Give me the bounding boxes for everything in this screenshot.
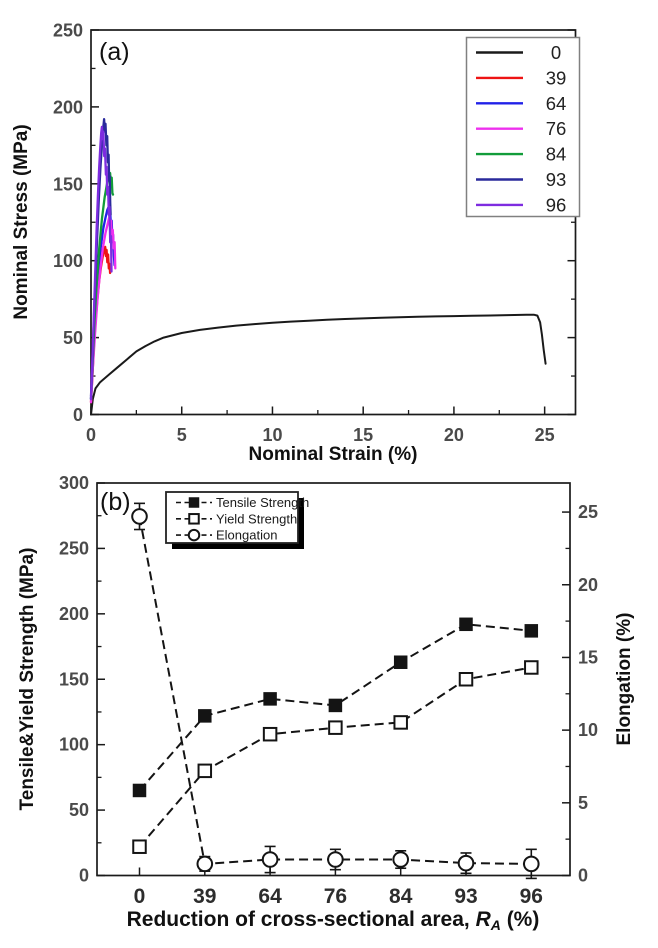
y-tick-label: 250: [53, 21, 83, 41]
right-y-tick-label: 5: [578, 793, 588, 813]
panel-a-x-axis-title: Nominal Strain (%): [249, 444, 418, 465]
marker-filled-square: [459, 617, 473, 632]
panel-b-label: (b): [100, 488, 131, 516]
panel-b-left-y-axis-title: Tensile&Yield Strength (MPa): [17, 548, 38, 811]
x-tick-label: 0: [86, 425, 96, 445]
marker-open-square: [132, 839, 147, 854]
marker-filled-square: [524, 624, 539, 638]
marker-open-circle: [187, 528, 201, 542]
marker-open-square: [524, 660, 539, 675]
x-tick-label: 25: [535, 425, 555, 445]
x-category-label: 76: [324, 885, 347, 908]
panel-a-label: (a): [99, 38, 130, 66]
x-title-symbol: R: [476, 908, 492, 931]
x-category-label: 64: [258, 885, 282, 908]
left-y-tick-label: 150: [59, 669, 89, 689]
marker-open-circle: [457, 854, 475, 872]
right-y-tick-label: 20: [578, 575, 598, 595]
x-tick-label: 20: [444, 425, 464, 445]
x-tick-label: 15: [353, 425, 373, 445]
legend-label-0: 0: [551, 42, 561, 63]
marker-filled-square: [198, 709, 212, 723]
curve-series-0: [90, 313, 547, 416]
x-tick-label: 10: [262, 425, 282, 445]
x-title-suffix: (%): [501, 908, 540, 931]
left-y-tick-label: 0: [79, 866, 89, 886]
panel-a-y-axis-title: Nominal Stress (MPa): [11, 124, 32, 319]
legend-label-2: Elongation: [216, 528, 277, 543]
marker-open-square: [197, 763, 213, 779]
left-y-tick-label: 250: [59, 538, 89, 558]
x-title-subscript: A: [490, 917, 501, 933]
x-category-label: 39: [193, 885, 216, 908]
left-y-tick-label: 300: [59, 473, 89, 493]
marker-open-square: [188, 513, 200, 525]
marker-filled-square: [188, 497, 200, 508]
marker-open-circle: [131, 508, 148, 525]
x-category-label: 93: [454, 885, 477, 908]
marker-filled-square: [132, 783, 147, 798]
panel-a-legend: 0 39 64 76 84 93 96: [465, 36, 581, 218]
left-y-tick-label: 100: [59, 735, 89, 755]
marker-open-circle: [392, 851, 410, 868]
marker-open-circle: [327, 851, 344, 868]
marker-open-circle: [196, 855, 214, 873]
curve-series-96: [89, 125, 113, 401]
y-tick-label: 200: [53, 97, 83, 117]
y-tick-label: 100: [53, 251, 83, 271]
marker-open-circle: [523, 855, 540, 873]
right-y-tick-label: 15: [578, 647, 598, 667]
x-category-label: 84: [389, 885, 413, 908]
legend-label-96: 96: [546, 194, 567, 215]
marker-open-square: [328, 720, 343, 735]
y-tick-label: 150: [53, 174, 83, 194]
legend-label-64: 64: [546, 93, 567, 114]
marker-open-square: [262, 726, 278, 742]
x-category-label: 96: [520, 885, 543, 908]
panel-b-right-y-axis-title: Elongation (%): [614, 613, 635, 746]
right-y-tick-label: 10: [578, 720, 598, 740]
legend-label-0: Tensile Strength: [216, 495, 309, 510]
legend-label-93: 93: [546, 169, 567, 190]
left-y-tick-label: 50: [69, 800, 89, 820]
legend-label-39: 39: [546, 67, 567, 88]
marker-filled-square: [328, 698, 343, 713]
panel-b-x-axis-title: Reduction of cross-sectional area, RA (%…: [127, 908, 540, 933]
series-line-open-circle: [138, 516, 532, 865]
marker-open-square: [458, 672, 474, 687]
legend-label-76: 76: [546, 118, 567, 139]
marker-filled-square: [393, 655, 408, 669]
legend-box: [465, 36, 581, 218]
marker-open-circle: [261, 851, 279, 868]
x-category-label: 0: [134, 885, 146, 908]
y-tick-label: 50: [63, 328, 83, 348]
right-y-tick-label: 0: [578, 866, 588, 886]
x-title-prefix: Reduction of cross-sectional area,: [127, 908, 476, 931]
marker-filled-square: [263, 692, 277, 706]
marker-open-square: [393, 715, 408, 730]
x-tick-label: 5: [177, 425, 187, 445]
series-line-open-square: [138, 666, 532, 848]
legend-label-1: Yield Strength: [216, 511, 297, 526]
right-y-tick-label: 25: [578, 502, 598, 522]
legend-label-84: 84: [546, 144, 567, 165]
curve-series-76: [89, 216, 117, 404]
y-tick-label: 0: [73, 405, 83, 425]
left-y-tick-label: 200: [59, 604, 89, 624]
